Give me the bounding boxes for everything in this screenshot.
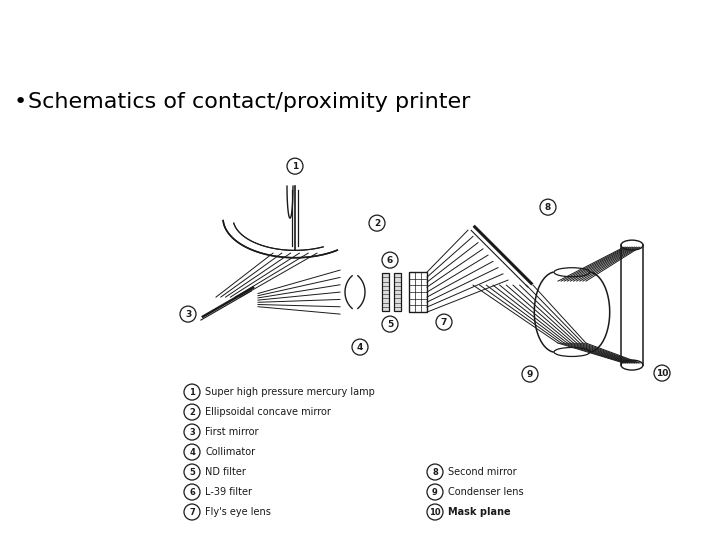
Text: 7: 7 [441, 318, 447, 327]
Circle shape [184, 464, 200, 480]
Bar [409, 272, 427, 312]
Circle shape [382, 316, 398, 332]
Circle shape [540, 199, 556, 215]
Text: L-39 filter: L-39 filter [205, 487, 252, 497]
Text: 8: 8 [545, 202, 551, 212]
Text: Light Source: Light Source [247, 18, 473, 52]
Circle shape [369, 215, 385, 231]
Circle shape [436, 314, 452, 330]
Text: 3: 3 [185, 309, 191, 319]
Circle shape [654, 365, 670, 381]
Text: Condenser lens: Condenser lens [448, 487, 523, 497]
Circle shape [427, 464, 443, 480]
Text: 9: 9 [527, 369, 534, 379]
Circle shape [184, 384, 200, 400]
Text: Second mirror: Second mirror [448, 467, 517, 477]
Text: 3: 3 [189, 428, 195, 436]
Text: 1: 1 [189, 388, 195, 396]
Circle shape [184, 404, 200, 420]
Text: 2: 2 [374, 219, 380, 228]
Circle shape [287, 158, 303, 174]
Circle shape [352, 339, 368, 355]
Text: 1: 1 [292, 161, 298, 171]
Text: 9: 9 [432, 488, 438, 496]
Circle shape [184, 424, 200, 440]
Text: Ellipsoidal concave mirror: Ellipsoidal concave mirror [205, 407, 331, 417]
Circle shape [427, 504, 443, 520]
Circle shape [184, 504, 200, 520]
Circle shape [427, 484, 443, 500]
Bar [394, 273, 400, 311]
Text: 10: 10 [429, 508, 441, 517]
Text: Fly's eye lens: Fly's eye lens [205, 507, 271, 517]
Circle shape [184, 484, 200, 500]
Text: 6: 6 [387, 255, 393, 265]
Text: 6: 6 [189, 488, 195, 496]
Text: •: • [14, 92, 27, 112]
Text: Super high pressure mercury lamp: Super high pressure mercury lamp [205, 387, 375, 397]
Text: 4: 4 [189, 448, 195, 456]
Text: Collimator: Collimator [205, 447, 255, 457]
Circle shape [184, 444, 200, 460]
Text: Mask plane: Mask plane [448, 507, 510, 517]
Text: First mirror: First mirror [205, 427, 258, 437]
Circle shape [522, 366, 538, 382]
Text: 7: 7 [189, 508, 195, 517]
Circle shape [180, 306, 196, 322]
Bar [382, 273, 389, 311]
Text: ND filter: ND filter [205, 467, 246, 477]
Text: 8: 8 [432, 468, 438, 476]
Text: 10: 10 [656, 369, 668, 377]
Text: 2: 2 [189, 408, 195, 416]
Text: Schematics of contact/proximity printer: Schematics of contact/proximity printer [28, 92, 470, 112]
Circle shape [382, 252, 398, 268]
Text: 5: 5 [189, 468, 195, 476]
Text: 5: 5 [387, 320, 393, 329]
Text: 4: 4 [357, 342, 363, 352]
